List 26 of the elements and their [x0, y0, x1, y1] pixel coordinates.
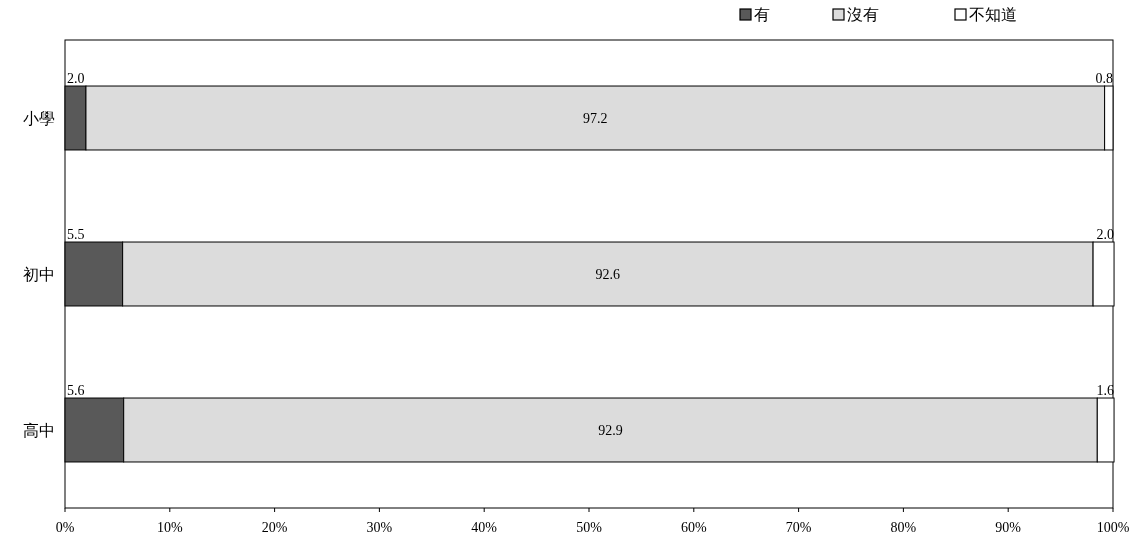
data-label: 92.6 [595, 267, 621, 282]
data-label: 2.0 [1096, 227, 1115, 243]
x-tick-label: 60% [680, 520, 707, 535]
x-tick-label: 30% [366, 520, 393, 535]
data-label: 5.5 [67, 227, 85, 243]
x-tick-label: 90% [995, 520, 1022, 535]
data-label: 92.9 [598, 423, 623, 438]
x-tick-label: 80% [890, 520, 917, 535]
legend-label: 不知道 [969, 6, 1017, 23]
legend-label: 沒有 [847, 6, 879, 23]
legend-label: 有 [754, 6, 770, 23]
data-label: 5.6 [67, 383, 85, 399]
x-tick-label: 70% [785, 520, 812, 535]
y-tick-label: 初中 [23, 266, 55, 283]
data-label: 97.2 [583, 111, 608, 126]
data-label: 1.6 [1096, 383, 1115, 399]
x-tick-label: 40% [471, 520, 498, 535]
y-tick-label: 小學 [23, 110, 55, 127]
y-tick-label: 高中 [23, 422, 55, 439]
x-tick-label: 100% [1096, 520, 1130, 535]
x-tick-label: 10% [156, 520, 183, 535]
x-tick-label: 20% [261, 520, 288, 535]
x-tick-label: 0% [55, 520, 75, 535]
data-label: 0.8 [1095, 71, 1113, 87]
data-label: 2.0 [67, 71, 85, 87]
x-tick-label: 50% [576, 520, 603, 535]
